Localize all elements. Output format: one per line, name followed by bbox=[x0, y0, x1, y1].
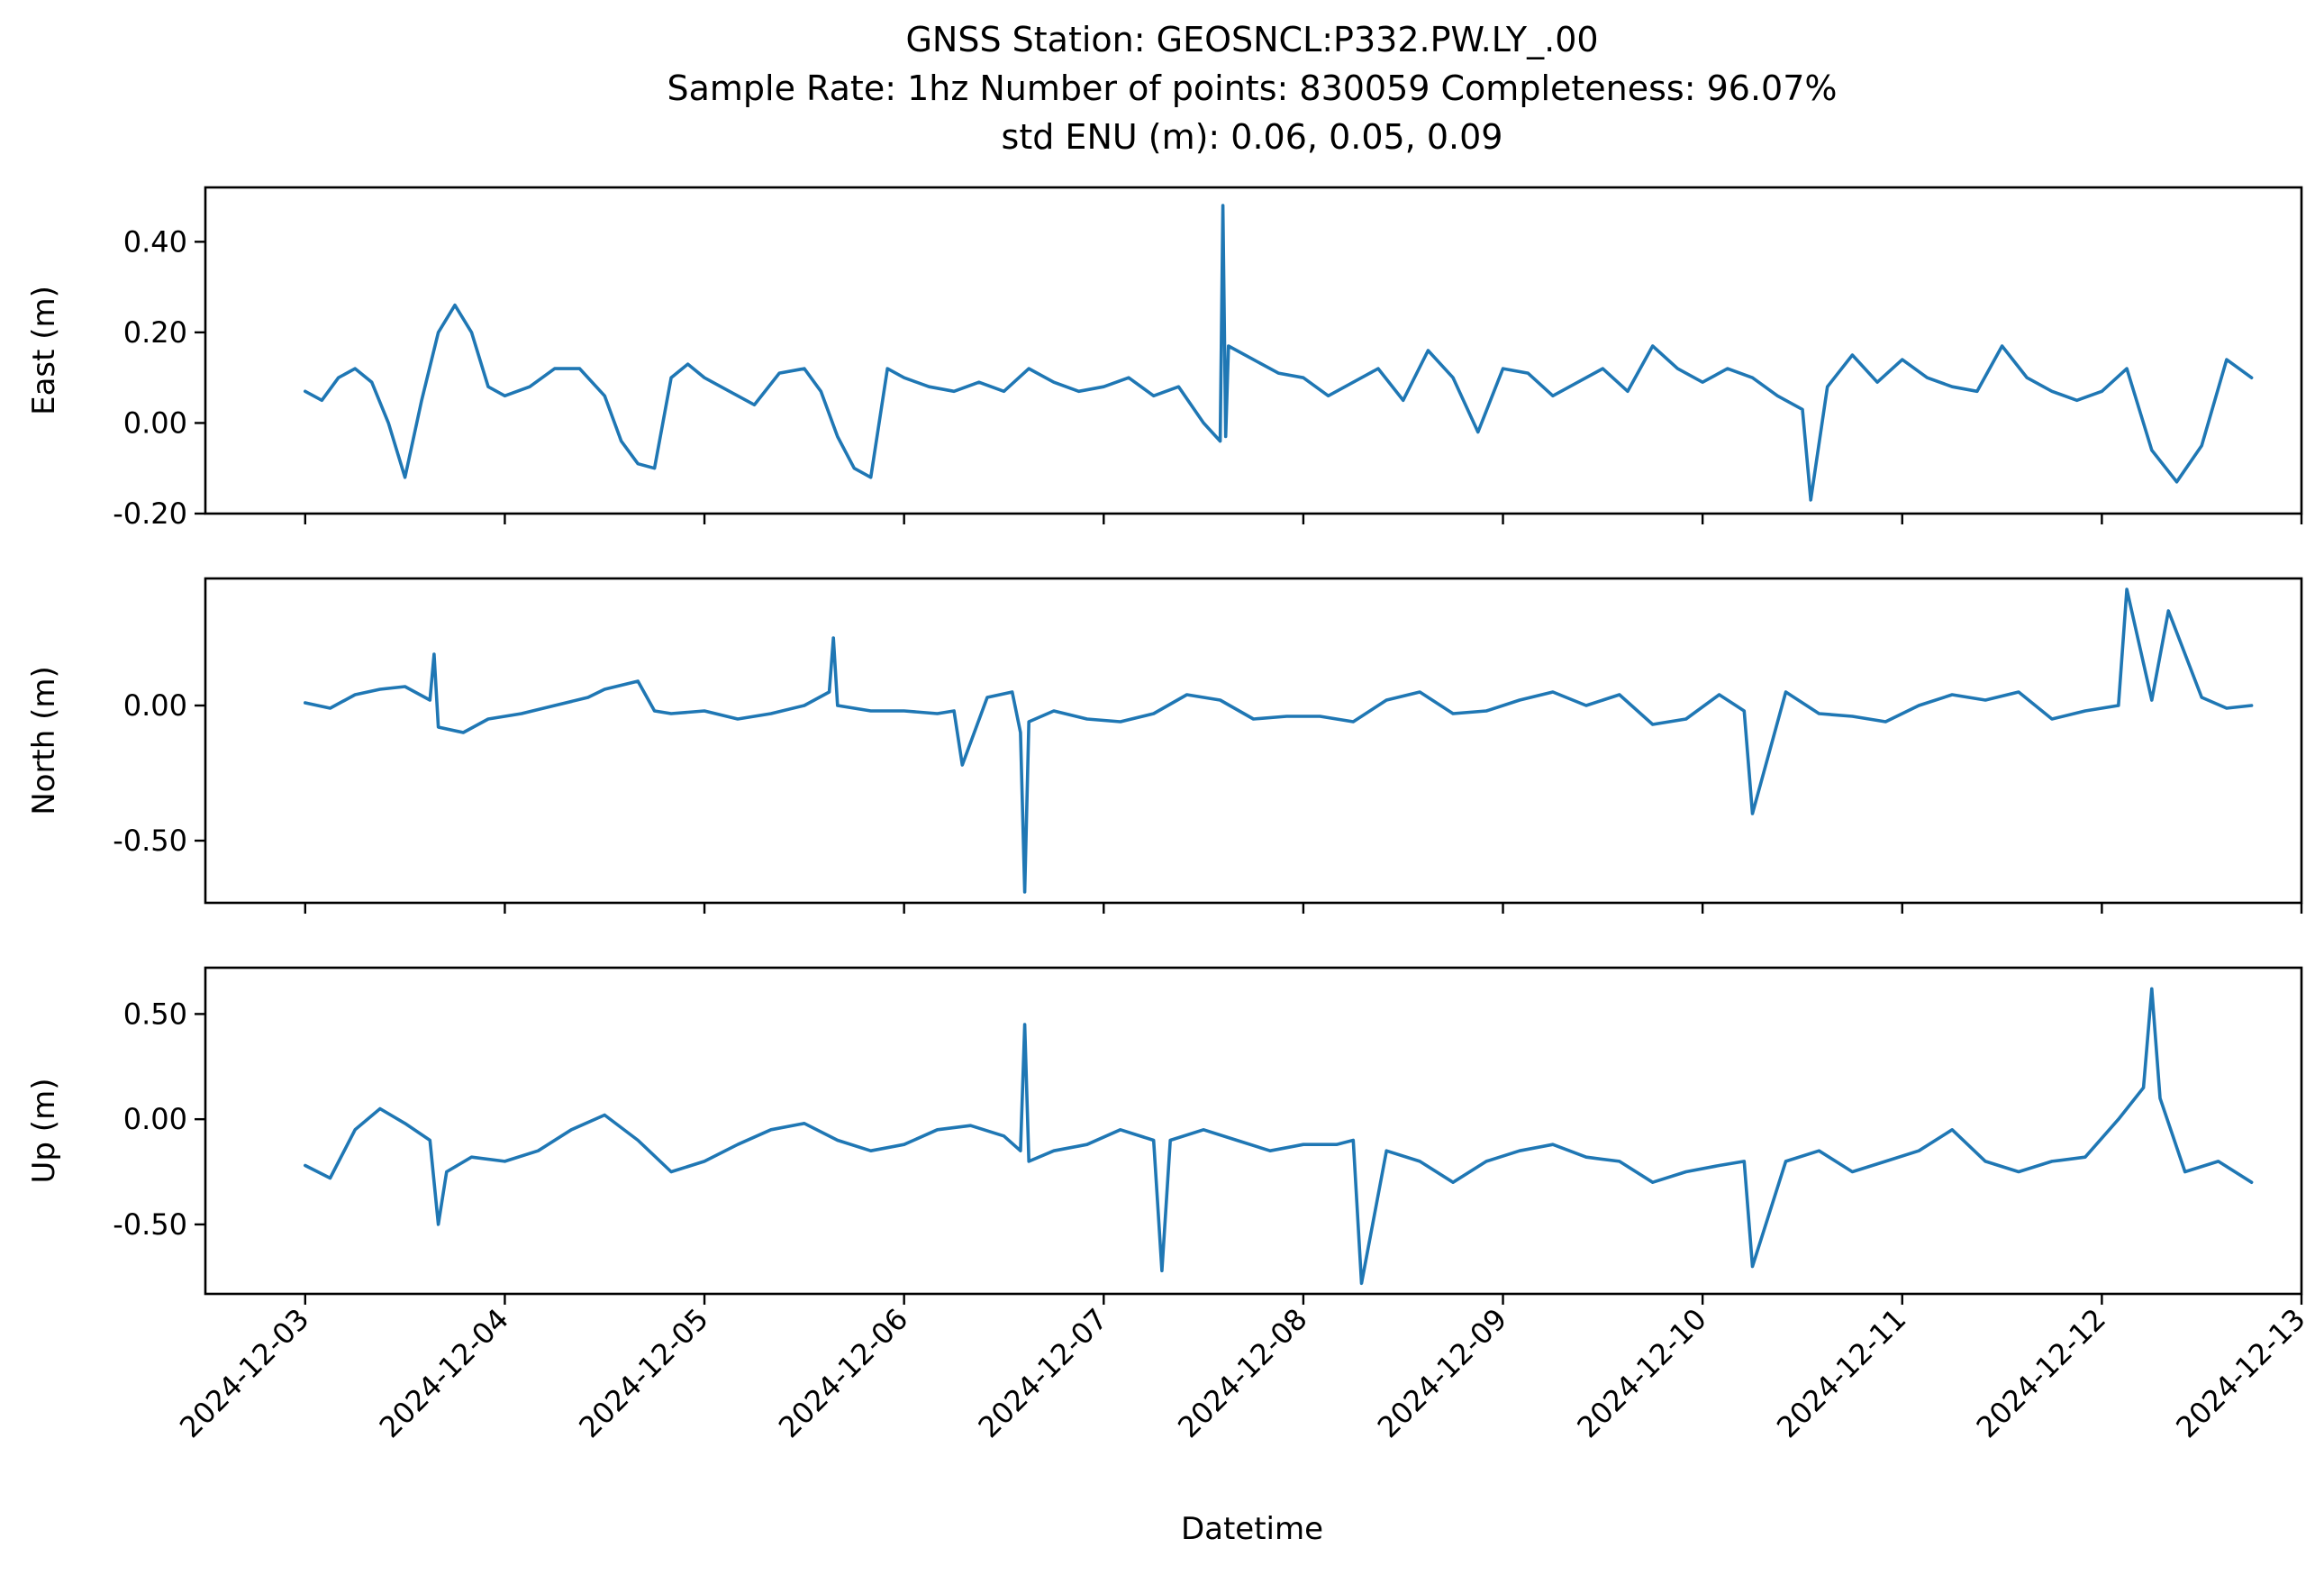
up-y-tick-label: 0.00 bbox=[123, 1102, 187, 1136]
up-y-axis-label: Up (m) bbox=[26, 1079, 62, 1184]
title-line-3: std ENU (m): 0.06, 0.05, 0.09 bbox=[1002, 117, 1503, 157]
up-axes-frame bbox=[204, 966, 2303, 1296]
up-y-tick-label: 0.50 bbox=[123, 997, 187, 1031]
east-axes-frame bbox=[204, 186, 2303, 515]
east-panel: 0.40 0.20 0.00 -0.20 East (m) bbox=[26, 186, 2303, 531]
north-panel: 0.00 -0.50 North (m) bbox=[26, 577, 2303, 914]
east-y-tick-label: 0.00 bbox=[123, 405, 187, 440]
up-y-tick-label: -0.50 bbox=[113, 1207, 187, 1242]
north-y-tick-label: -0.50 bbox=[113, 824, 187, 858]
up-series-line bbox=[304, 987, 2254, 1286]
north-series-line bbox=[304, 587, 2254, 894]
north-y-axis-label: North (m) bbox=[26, 666, 62, 815]
east-series-line bbox=[304, 204, 2254, 502]
east-y-tick-label: 0.40 bbox=[123, 224, 187, 259]
title-line-2: Sample Rate: 1hz Number of points: 83005… bbox=[667, 68, 1838, 108]
x-axis-label: Datetime bbox=[1181, 1511, 1323, 1547]
east-y-tick-label: 0.20 bbox=[123, 315, 187, 350]
north-axes-frame bbox=[204, 577, 2303, 905]
east-y-tick-label: -0.20 bbox=[113, 496, 187, 531]
east-y-axis-label: East (m) bbox=[26, 286, 62, 415]
title-line-1: GNSS Station: GEOSNCL:P332.PW.LY_.00 bbox=[905, 20, 1598, 59]
north-y-tick-label: 0.00 bbox=[123, 688, 187, 723]
